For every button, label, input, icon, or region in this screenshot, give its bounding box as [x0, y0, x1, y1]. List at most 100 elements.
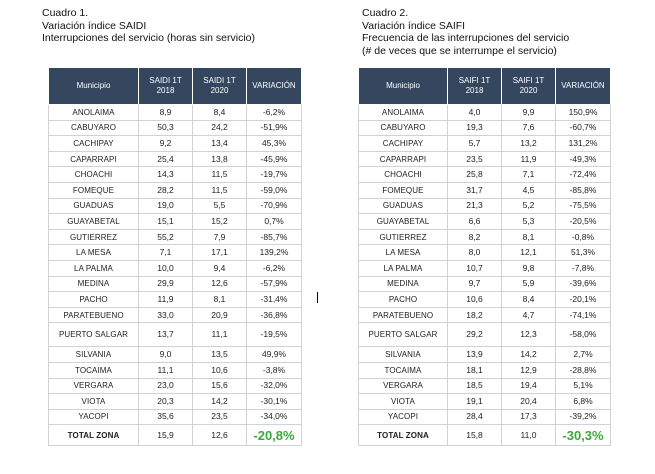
value-2018-cell: 55,2 — [138, 228, 193, 246]
municipio-cell: VIOTA — [358, 393, 448, 410]
municipio-cell: MEDINA — [358, 275, 448, 293]
col-header-2018: SAIFI 1T 2018 — [447, 67, 502, 105]
col-header-2018: SAIDI 1T 2018 — [138, 67, 193, 105]
table-row: CACHIPAY 5,7 13,2 131,2% — [358, 135, 611, 152]
variacion-cell: 139,2% — [246, 244, 302, 261]
value-2020-cell: 20,4 — [501, 393, 556, 410]
variacion-cell: -72,4% — [555, 166, 611, 183]
value-2020-cell: 11,9 — [501, 150, 556, 168]
table-row: PACHO 10,6 8,4 -20,1% — [358, 291, 611, 308]
value-2020-cell: 15,6 — [192, 377, 247, 395]
value-2020-cell: 8,1 — [192, 291, 247, 308]
value-2018-cell: 10,0 — [138, 259, 193, 277]
municipio-cell: GUADUAS — [48, 197, 139, 215]
variacion-cell: -7,8% — [555, 259, 611, 277]
table-row: CHOACHI 25,8 7,1 -72,4% — [358, 166, 611, 183]
value-2018-cell: 18,5 — [447, 377, 502, 395]
municipio-cell: CACHIPAY — [358, 135, 448, 152]
municipio-cell: CHOACHI — [358, 166, 448, 183]
municipio-cell: YACOPI — [48, 408, 139, 426]
municipio-cell: GUADUAS — [358, 197, 448, 215]
variacion-cell: -0,8% — [555, 228, 611, 246]
table-row: LA PALMA 10,0 9,4 -6,2% — [48, 259, 302, 277]
variacion-cell: -58,0% — [555, 322, 611, 348]
table-row: VERGARA 18,5 19,4 5,1% — [358, 377, 611, 395]
table-row: TOCAIMA 11,1 10,6 -3,8% — [48, 361, 302, 379]
municipio-cell: CAPARRAPI — [358, 150, 448, 168]
value-2018-cell: 21,3 — [447, 197, 502, 215]
value-2018-cell: 23,0 — [138, 377, 193, 395]
variacion-cell: 6,8% — [555, 393, 611, 410]
total-row: TOTAL ZONA 15,9 12,6 -20,8% — [48, 424, 302, 447]
municipio-cell: PARATEBUENO — [48, 306, 139, 324]
variacion-cell: 0,7% — [246, 213, 302, 230]
value-2020-cell: 14,2 — [501, 346, 556, 363]
table-row: PACHO 11,9 8,1 -31,4% — [48, 291, 302, 308]
municipio-cell: LA PALMA — [358, 259, 448, 277]
municipio-cell: VERGARA — [358, 377, 448, 395]
col-header-municipio: Municipio — [358, 67, 448, 105]
cuadro1-caption-line: Variación índice SAIDI — [42, 19, 147, 32]
variacion-cell: -6,2% — [246, 259, 302, 277]
saidi-table: Municipio SAIDI 1T 2018 SAIDI 1T 2020 VA… — [48, 67, 302, 447]
value-2018-cell: 13,9 — [447, 346, 502, 363]
municipio-cell: SILVANIA — [358, 346, 448, 363]
value-2020-cell: 11,5 — [192, 181, 247, 199]
table-row: GUADUAS 19,0 5,5 -70,9% — [48, 197, 302, 215]
total-municipio-cell: TOTAL ZONA — [358, 424, 448, 447]
cuadro2-caption-line: (# de veces que se interrumpe el servici… — [362, 44, 557, 57]
municipio-cell: GUTIERREZ — [358, 228, 448, 246]
value-2018-cell: 33,0 — [138, 306, 193, 324]
table-row: ANOLAIMA 4,0 9,9 150,9% — [358, 104, 611, 121]
value-2020-cell: 13,8 — [192, 150, 247, 168]
variacion-cell: -30,1% — [246, 393, 302, 410]
municipio-cell: CABUYARO — [48, 119, 139, 137]
value-2018-cell: 8,2 — [447, 228, 502, 246]
table-row: MEDINA 29,9 12,6 -57,9% — [48, 275, 302, 293]
variacion-cell: -74,1% — [555, 306, 611, 324]
municipio-cell: PACHO — [358, 291, 448, 308]
cuadro1-caption-line: Cuadro 1. — [42, 7, 89, 19]
municipio-cell: VERGARA — [48, 377, 139, 395]
variacion-cell: -39,2% — [555, 408, 611, 426]
variacion-cell: -75,5% — [555, 197, 611, 215]
municipio-cell: ANOLAIMA — [48, 104, 139, 121]
table-row: VIOTA 19,1 20,4 6,8% — [358, 393, 611, 410]
table-row: ANOLAIMA 8,9 8,4 -6,2% — [48, 104, 302, 121]
table-row: YACOPI 35,6 23,5 -34,0% — [48, 408, 302, 426]
value-2018-cell: 25,8 — [447, 166, 502, 183]
value-2018-cell: 19,0 — [138, 197, 193, 215]
municipio-cell: VIOTA — [48, 393, 139, 410]
municipio-cell: TOCAIMA — [358, 361, 448, 379]
table-row: VERGARA 23,0 15,6 -32,0% — [48, 377, 302, 395]
value-2018-cell: 23,5 — [447, 150, 502, 168]
col-header-municipio: Municipio — [48, 67, 139, 105]
value-2020-cell: 9,4 — [192, 259, 247, 277]
table-row: GUTIERREZ 55,2 7,9 -85,7% — [48, 228, 302, 246]
municipio-cell: MEDINA — [48, 275, 139, 293]
municipio-cell: PUERTO SALGAR — [48, 322, 139, 348]
variacion-cell: -19,7% — [246, 166, 302, 183]
value-2018-cell: 28,4 — [447, 408, 502, 426]
value-2018-cell: 20,3 — [138, 393, 193, 410]
total-value-2020-cell: 12,6 — [192, 424, 247, 447]
municipio-cell: CABUYARO — [358, 119, 448, 137]
table-row: MEDINA 9,7 5,9 -39,6% — [358, 275, 611, 293]
value-2020-cell: 4,5 — [501, 181, 556, 199]
municipio-cell: GUAYABETAL — [48, 213, 139, 230]
municipio-cell: LA PALMA — [48, 259, 139, 277]
value-2018-cell: 50,3 — [138, 119, 193, 137]
variacion-cell: -85,8% — [555, 181, 611, 199]
table-row: CAPARRAPI 25,4 13,8 -45,9% — [48, 150, 302, 168]
table-row: FOMEQUE 31,7 4,5 -85,8% — [358, 181, 611, 199]
value-2018-cell: 4,0 — [447, 104, 502, 121]
col-header-variacion: VARIACIÓN — [555, 67, 611, 105]
table-row: PARATEBUENO 33,0 20,9 -36,8% — [48, 306, 302, 324]
variacion-cell: 45,3% — [246, 135, 302, 152]
value-2018-cell: 31,7 — [447, 181, 502, 199]
municipio-cell: TOCAIMA — [48, 361, 139, 379]
table-row: FOMEQUE 28,2 11,5 -59,0% — [48, 181, 302, 199]
variacion-cell: -70,9% — [246, 197, 302, 215]
municipio-cell: PACHO — [48, 291, 139, 308]
variacion-cell: -49,3% — [555, 150, 611, 168]
